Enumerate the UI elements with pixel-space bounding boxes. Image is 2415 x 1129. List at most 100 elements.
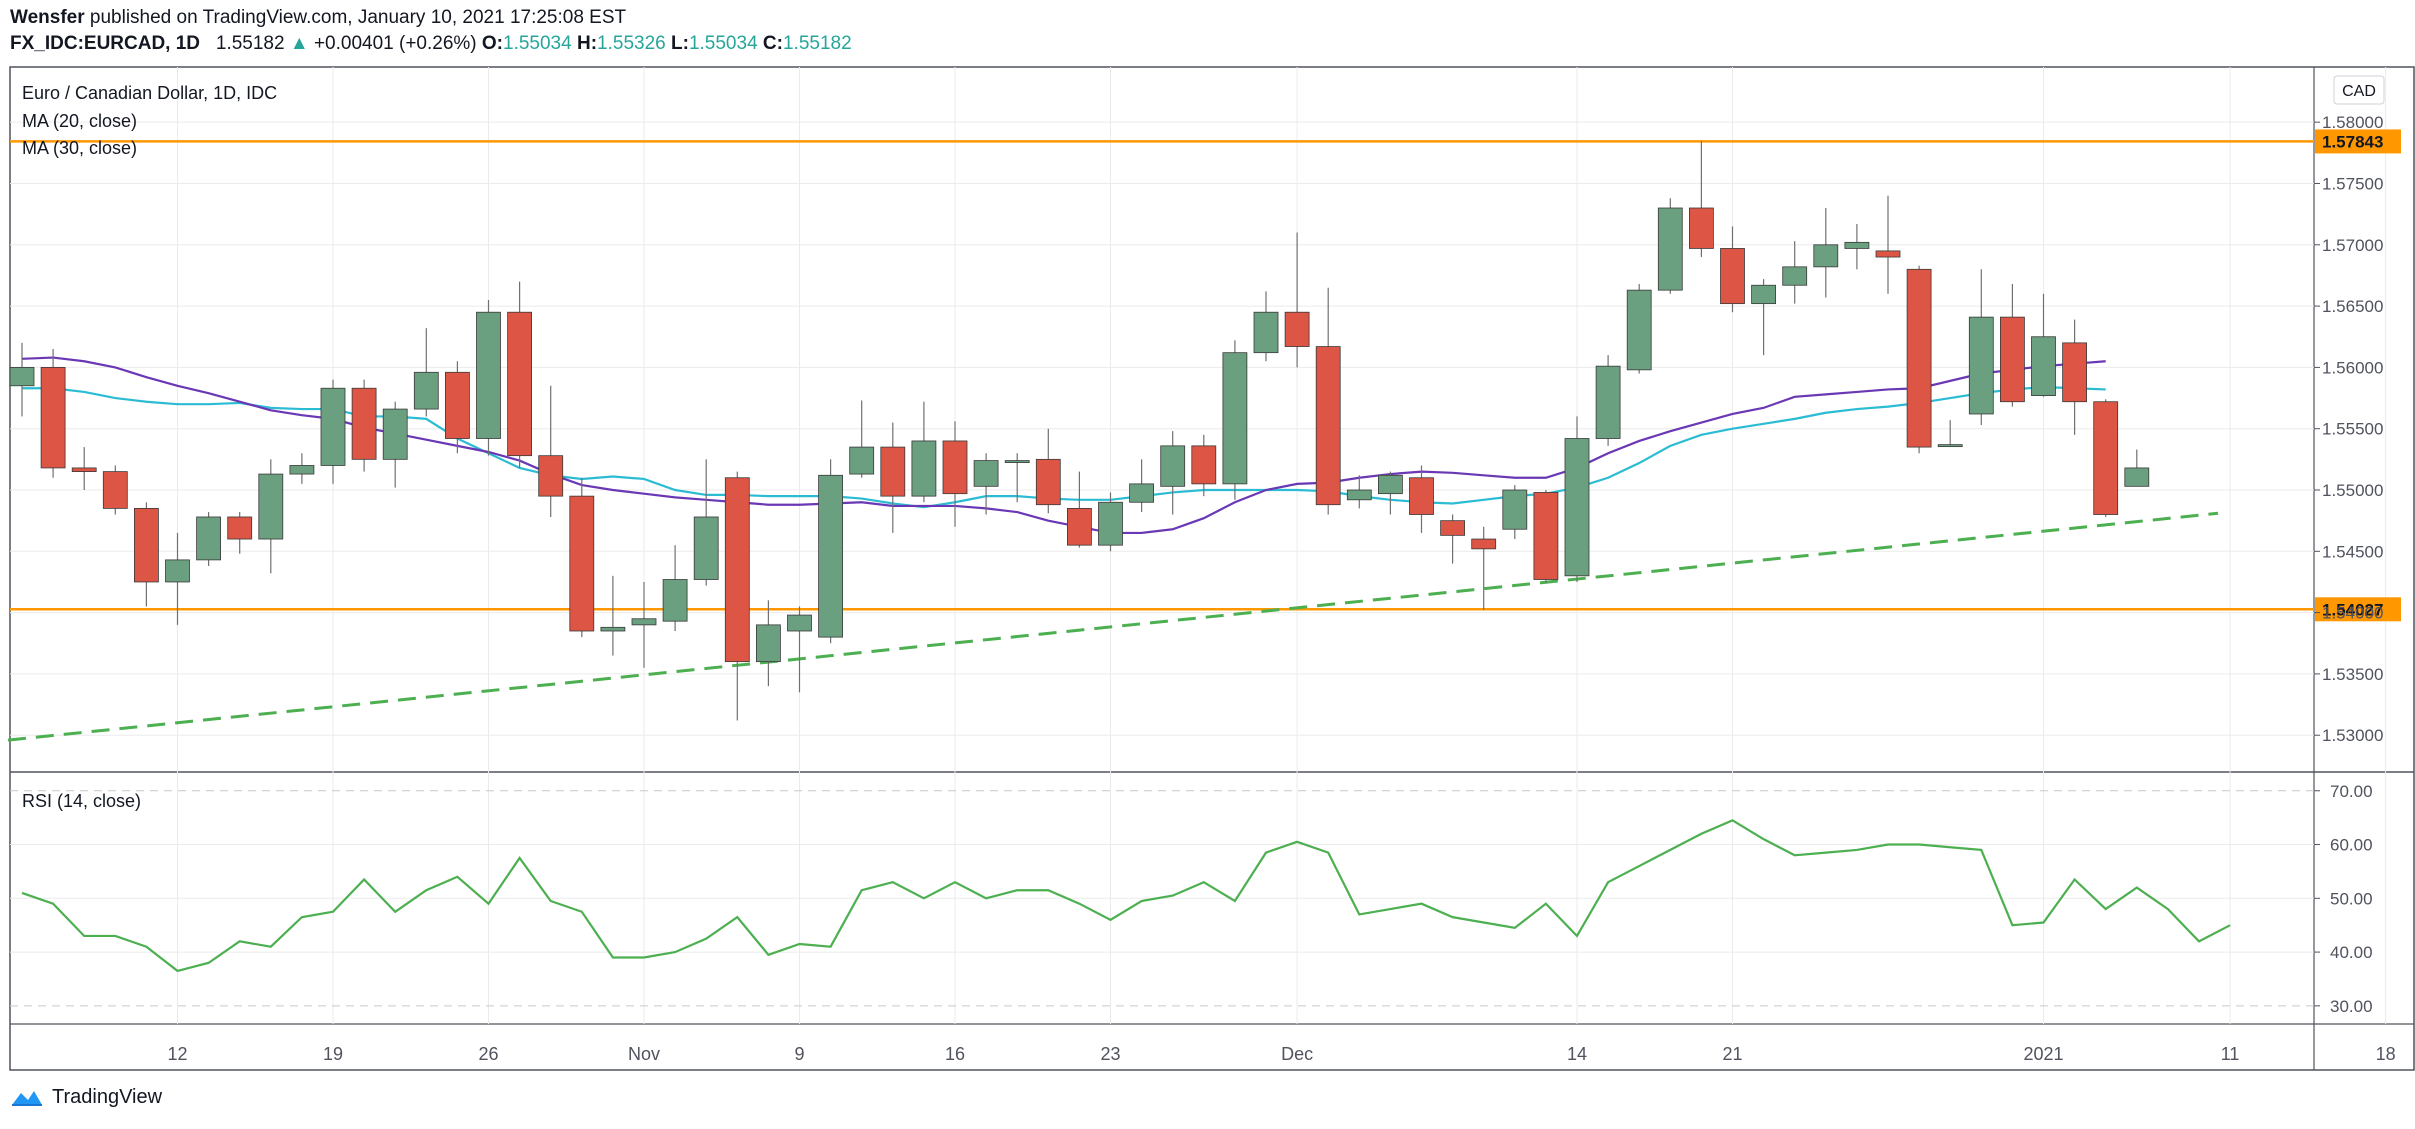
x-tick-label: 14 (1567, 1044, 1587, 1064)
level-price-tag (2315, 129, 2401, 154)
candle-down (942, 440, 968, 495)
candle-up (1626, 289, 1652, 371)
candle-up (1937, 444, 1963, 448)
candle-down (1284, 311, 1310, 347)
candle-up (1595, 365, 1621, 439)
candle-down (40, 366, 66, 469)
level-price-tag (2315, 597, 2401, 622)
candle-up (165, 559, 190, 583)
candle-up (1564, 438, 1590, 577)
candle-up (1813, 244, 1839, 268)
high-label: H: (576, 33, 598, 54)
candle-up (1129, 483, 1154, 503)
rsi-tick-label: 40.00 (2330, 943, 2373, 962)
level-price-label: 1.57843 (2322, 132, 2383, 151)
candle-up (1968, 316, 1994, 415)
x-tick-label: 2021 (2023, 1044, 2063, 1064)
x-tick-label: Nov (628, 1044, 660, 1064)
candle-down (227, 516, 253, 540)
x-tick-label: 16 (945, 1044, 965, 1064)
rsi-legend: RSI (14, close) (22, 791, 141, 811)
candle-up (973, 460, 999, 487)
candle-up (1098, 501, 1123, 546)
symbol-summary: FX_IDC:EURCAD, 1D 1.55182 ▲ +0.00401 (+0… (10, 32, 852, 56)
chart-title: Euro / Canadian Dollar, 1D, IDC (22, 83, 277, 103)
candle-up (9, 366, 35, 387)
x-tick-label: Dec (1281, 1044, 1313, 1064)
candle-down (1191, 445, 1217, 485)
candle-up (1657, 207, 1683, 291)
horizontal-levels[interactable]: 1.57843 1.54027 (10, 129, 2401, 622)
candle-up (1004, 460, 1030, 463)
candle-down (1875, 250, 1901, 258)
candle-down (1440, 520, 1465, 536)
x-tick-label: 19 (323, 1044, 343, 1064)
candle-down (1533, 492, 1559, 580)
candle-up (818, 474, 843, 638)
support-trendline (7, 511, 2219, 742)
candle-down (724, 477, 750, 663)
rsi-tick-label: 70.00 (2330, 782, 2373, 801)
candle-up (2031, 336, 2056, 396)
ma30-legend: MA (30, close) (22, 138, 137, 158)
candle-down (71, 467, 97, 473)
candle-down (2000, 316, 2025, 403)
x-tick-label: 18 (2376, 1044, 2396, 1064)
x-tick-label: 11 (2221, 1044, 2240, 1064)
candle-up (756, 624, 781, 663)
chart-frame (9, 66, 2415, 1071)
currency-badge[interactable] (2333, 75, 2385, 105)
low-label: L: (671, 33, 689, 54)
rsi-line (21, 819, 2231, 973)
candle-down (538, 455, 564, 497)
y-tick-label: 1.56000 (2322, 358, 2383, 377)
candle-up (413, 371, 439, 410)
open-label: O: (481, 33, 504, 54)
candle-down (102, 471, 128, 509)
candle-up (1346, 489, 1372, 501)
candle-up (1160, 445, 1186, 487)
rsi-tick-label: 60.00 (2330, 836, 2373, 855)
candle-up (289, 465, 315, 475)
candle-down (880, 446, 906, 497)
candle-up (1502, 489, 1528, 530)
y-tick-label: 1.55500 (2322, 420, 2383, 439)
y-tick-label: 1.55000 (2322, 481, 2383, 500)
level-price-label: 1.54027 (2322, 600, 2383, 619)
author-name[interactable]: Wensfer (10, 7, 85, 28)
candle-up (849, 446, 875, 475)
y-tick-label: 1.54000 (2322, 604, 2383, 623)
candle-up (911, 440, 937, 497)
candle-down (1471, 538, 1497, 550)
x-tick-label: 21 (1722, 1044, 1742, 1064)
symbol-label: FX_IDC:EURCAD, 1D (10, 33, 201, 54)
chart-border (9, 66, 2415, 1071)
y-tick-label: 1.54500 (2322, 542, 2383, 561)
candle-down (569, 495, 595, 632)
chart-legend: Euro / Canadian Dollar, 1D, IDC MA (20, … (22, 75, 2385, 811)
x-tick-label: 9 (794, 1044, 804, 1064)
rsi-tick-label: 50.00 (2330, 889, 2373, 908)
candle-up (631, 618, 657, 626)
close-label: C: (762, 33, 783, 54)
y-tick-label: 1.53500 (2322, 665, 2383, 684)
y-tick-label: 1.56500 (2322, 297, 2383, 316)
candle-down (444, 371, 470, 439)
candle-down (1409, 477, 1434, 515)
candle-up (787, 614, 812, 632)
candles (9, 140, 2150, 721)
tradingview-brand[interactable]: TradingView (10, 1086, 162, 1109)
trend-line[interactable] (7, 511, 2219, 742)
publish-info: Wensfer published on TradingView.com, Ja… (10, 6, 626, 30)
candle-up (476, 311, 501, 439)
low-value: 1.55034 (688, 33, 758, 54)
candle-up (600, 626, 626, 632)
candle-down (1720, 248, 1745, 305)
last-price: 1.55182 (215, 33, 285, 54)
candle-up (320, 387, 346, 466)
candle-down (2062, 342, 2088, 403)
tradingview-logo-icon (12, 1090, 42, 1106)
x-tick-label: 12 (167, 1044, 187, 1064)
candle-up (1782, 266, 1808, 286)
